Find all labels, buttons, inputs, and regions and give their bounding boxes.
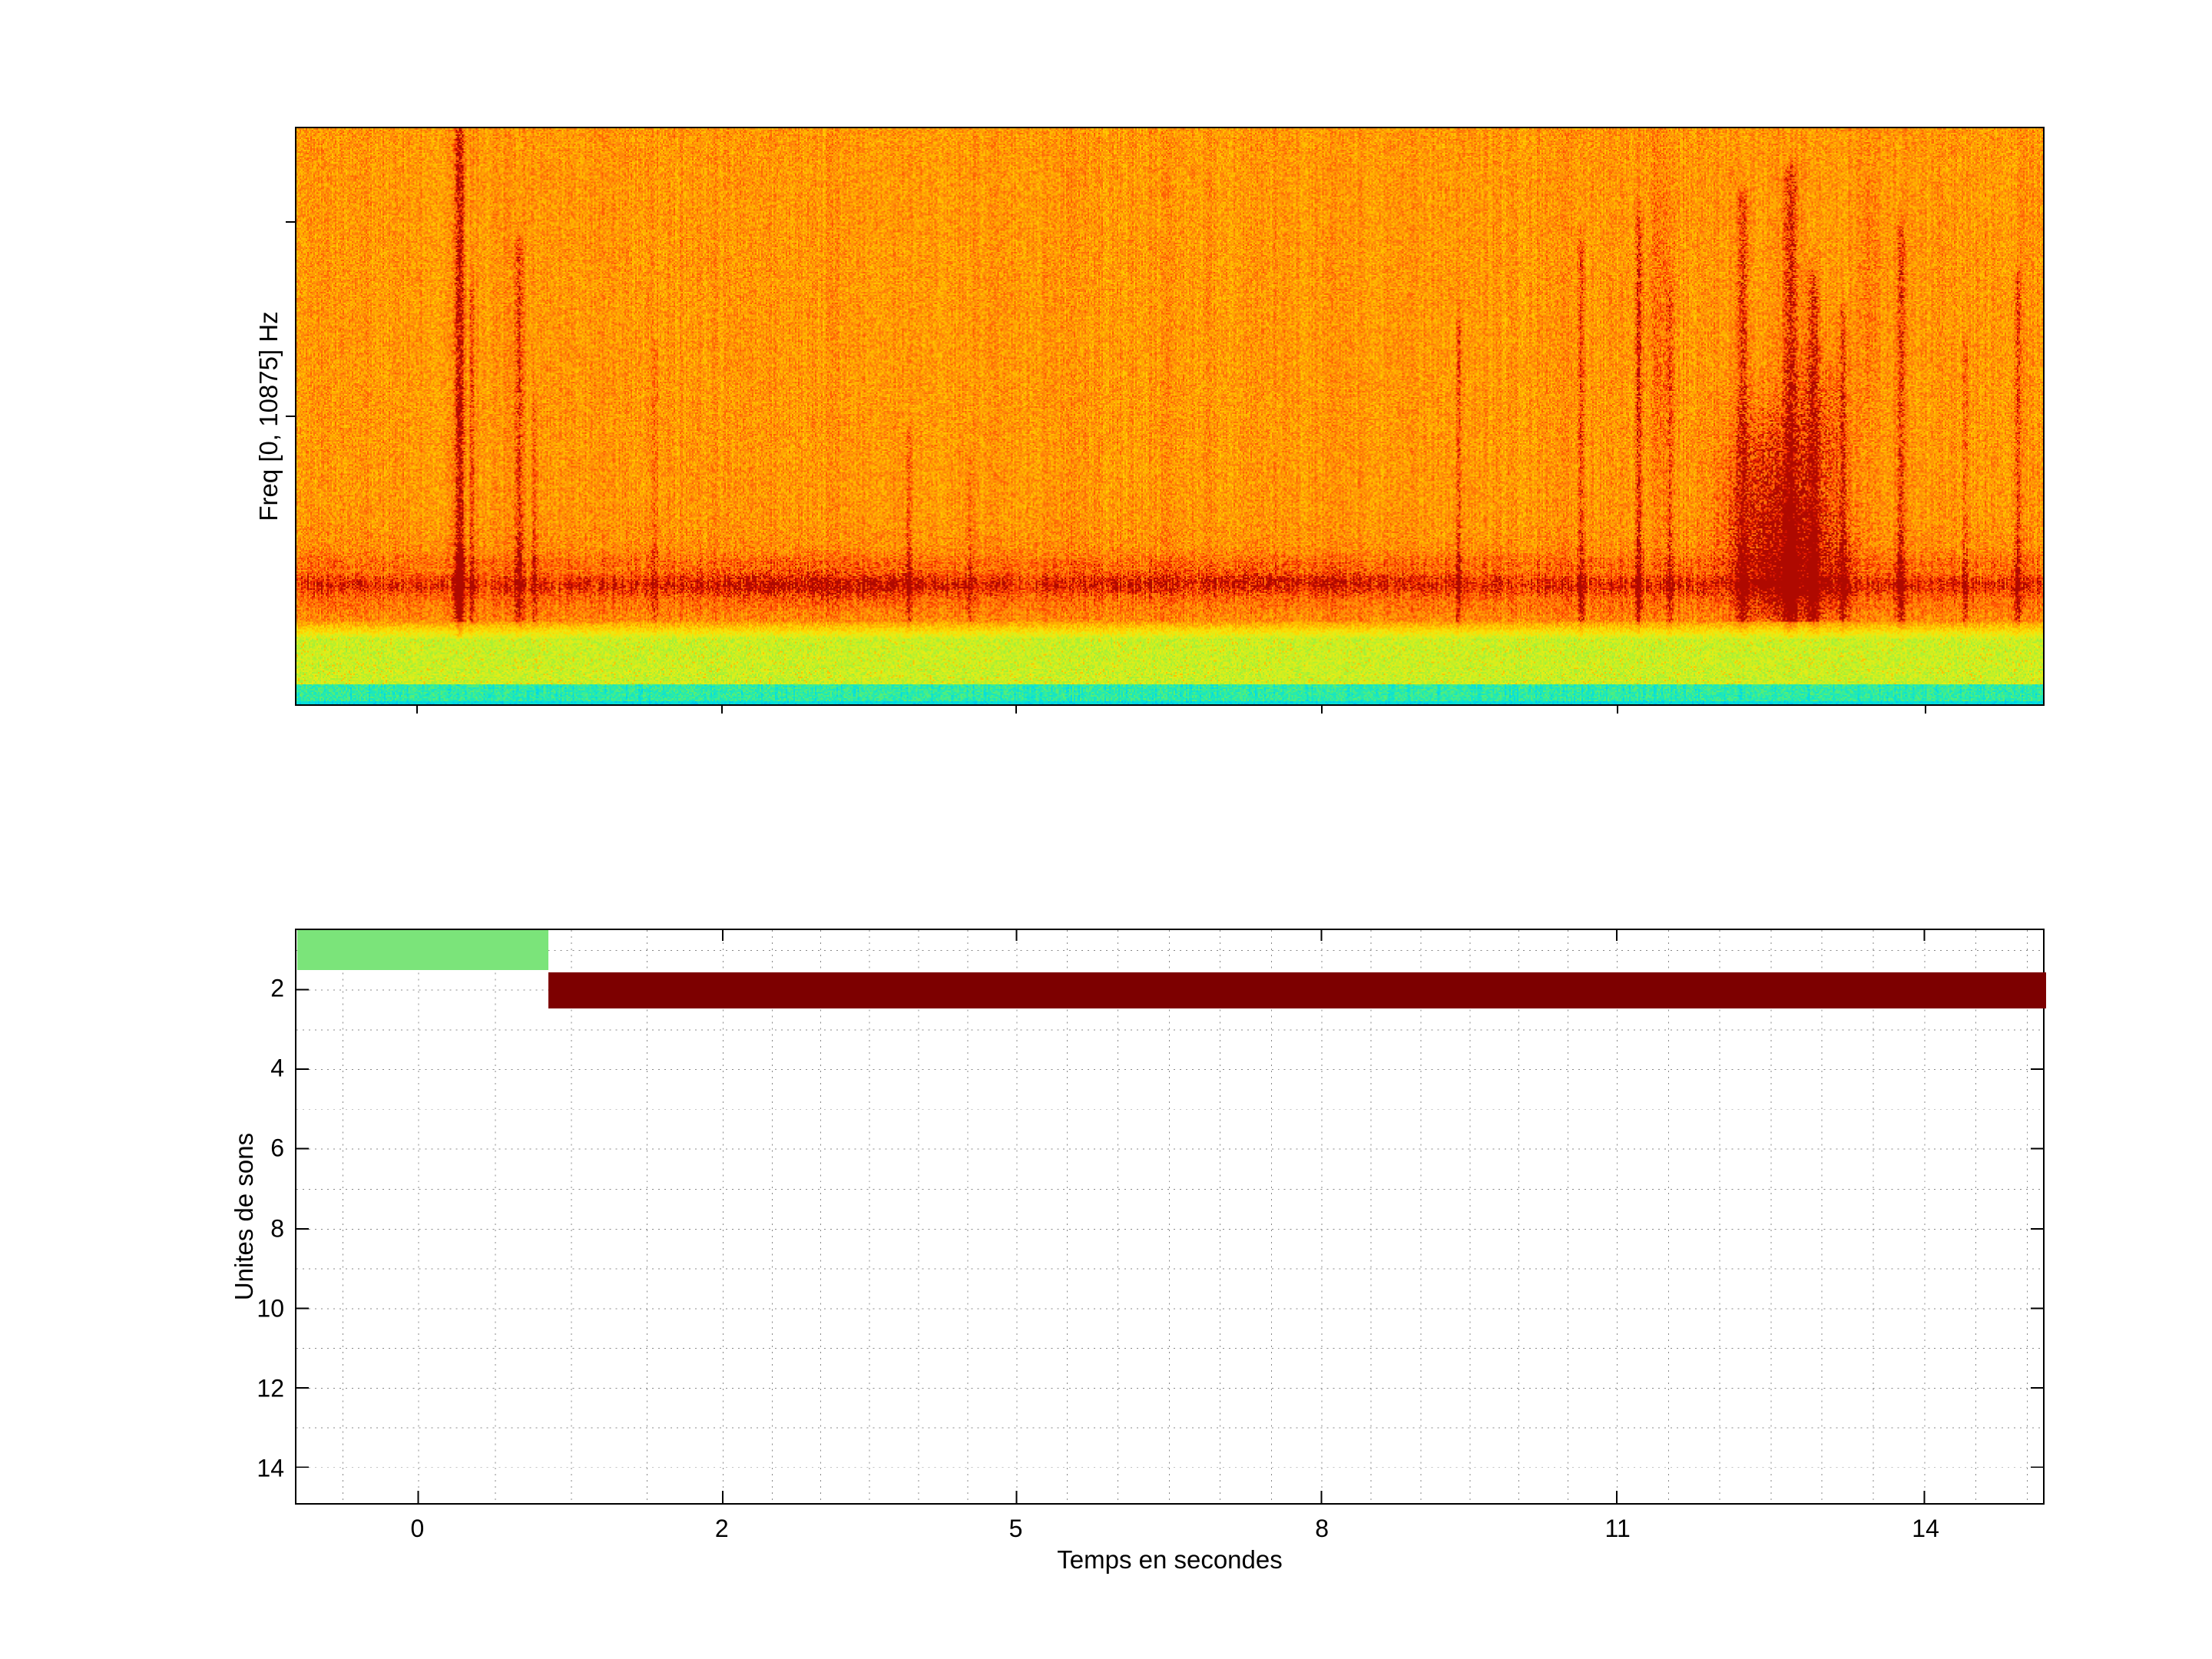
ytick-label-8: 8 [270,1214,284,1243]
spectrogram-xtick-5 [1925,706,1927,714]
spectrogram-axes [295,127,2045,706]
spectrogram-xtick-4 [1617,706,1619,714]
xtick-label-14: 14 [1912,1515,1939,1542]
xtick-label-2: 2 [714,1515,729,1542]
xtick-label-5: 5 [1008,1515,1023,1542]
time-xlabel: Temps en secondes [1057,1545,1283,1574]
ytick-label-4: 4 [270,1054,284,1082]
sound-units-axes [295,929,2046,1505]
ytick-label-10: 10 [257,1294,284,1323]
ytick-label-12: 12 [257,1374,284,1402]
spectrogram-image [296,128,2043,704]
xtick-label-0: 0 [410,1515,425,1542]
xtick-label-11: 11 [1604,1515,1631,1542]
sound-unite-2-bar [548,972,2046,1008]
ytick-label-6: 6 [270,1134,284,1162]
grid [296,930,2043,1503]
spectrogram-xtick-2 [1015,706,1017,714]
sound-unite-1-bar [296,930,548,971]
spectrogram-ytick-0 [286,221,295,224]
spectrogram-ylabel: Freq [0, 10875] Hz [254,311,283,522]
ytick-label-14: 14 [257,1454,284,1482]
spectrogram-xtick-0 [416,706,419,714]
spectrogram-xtick-3 [1321,706,1323,714]
spectrogram-ytick-1 [286,416,295,417]
xtick-label-8: 8 [1315,1515,1330,1542]
spectrogram-xtick-1 [720,706,723,714]
ytick-label-2: 2 [270,974,284,1002]
